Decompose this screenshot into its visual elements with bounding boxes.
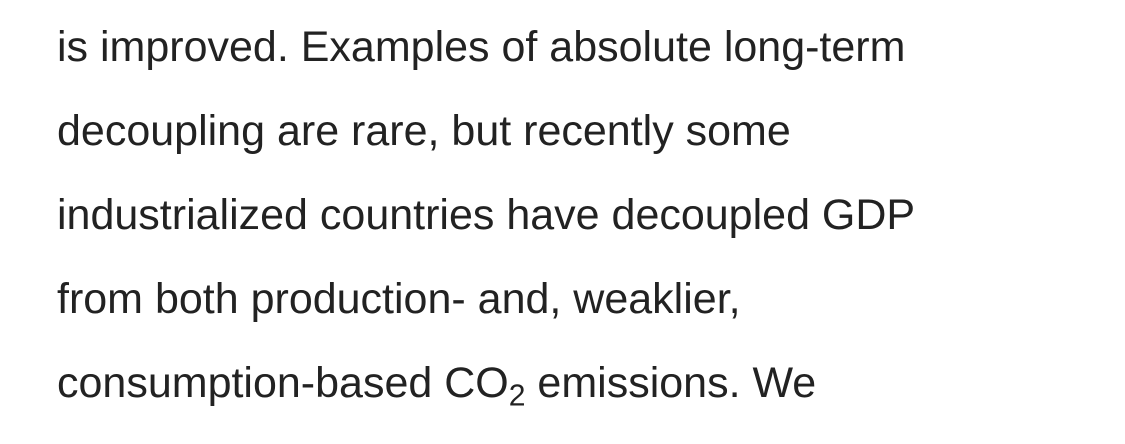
- text-line: is improved. Examples of absolute long-t…: [57, 23, 906, 71]
- text-line: decoupling are rare, but recently some: [57, 107, 791, 155]
- text-segment: consumption-based CO: [57, 359, 509, 407]
- text-line: from both production- and, weaklier,: [57, 275, 741, 323]
- co2-subscript: 2: [508, 379, 526, 413]
- text-line: industrialized countries have decoupled …: [57, 191, 916, 239]
- text-line-with-subscript: consumption-based CO2 emissions. We: [57, 358, 817, 411]
- text-segment: emissions. We: [525, 359, 817, 407]
